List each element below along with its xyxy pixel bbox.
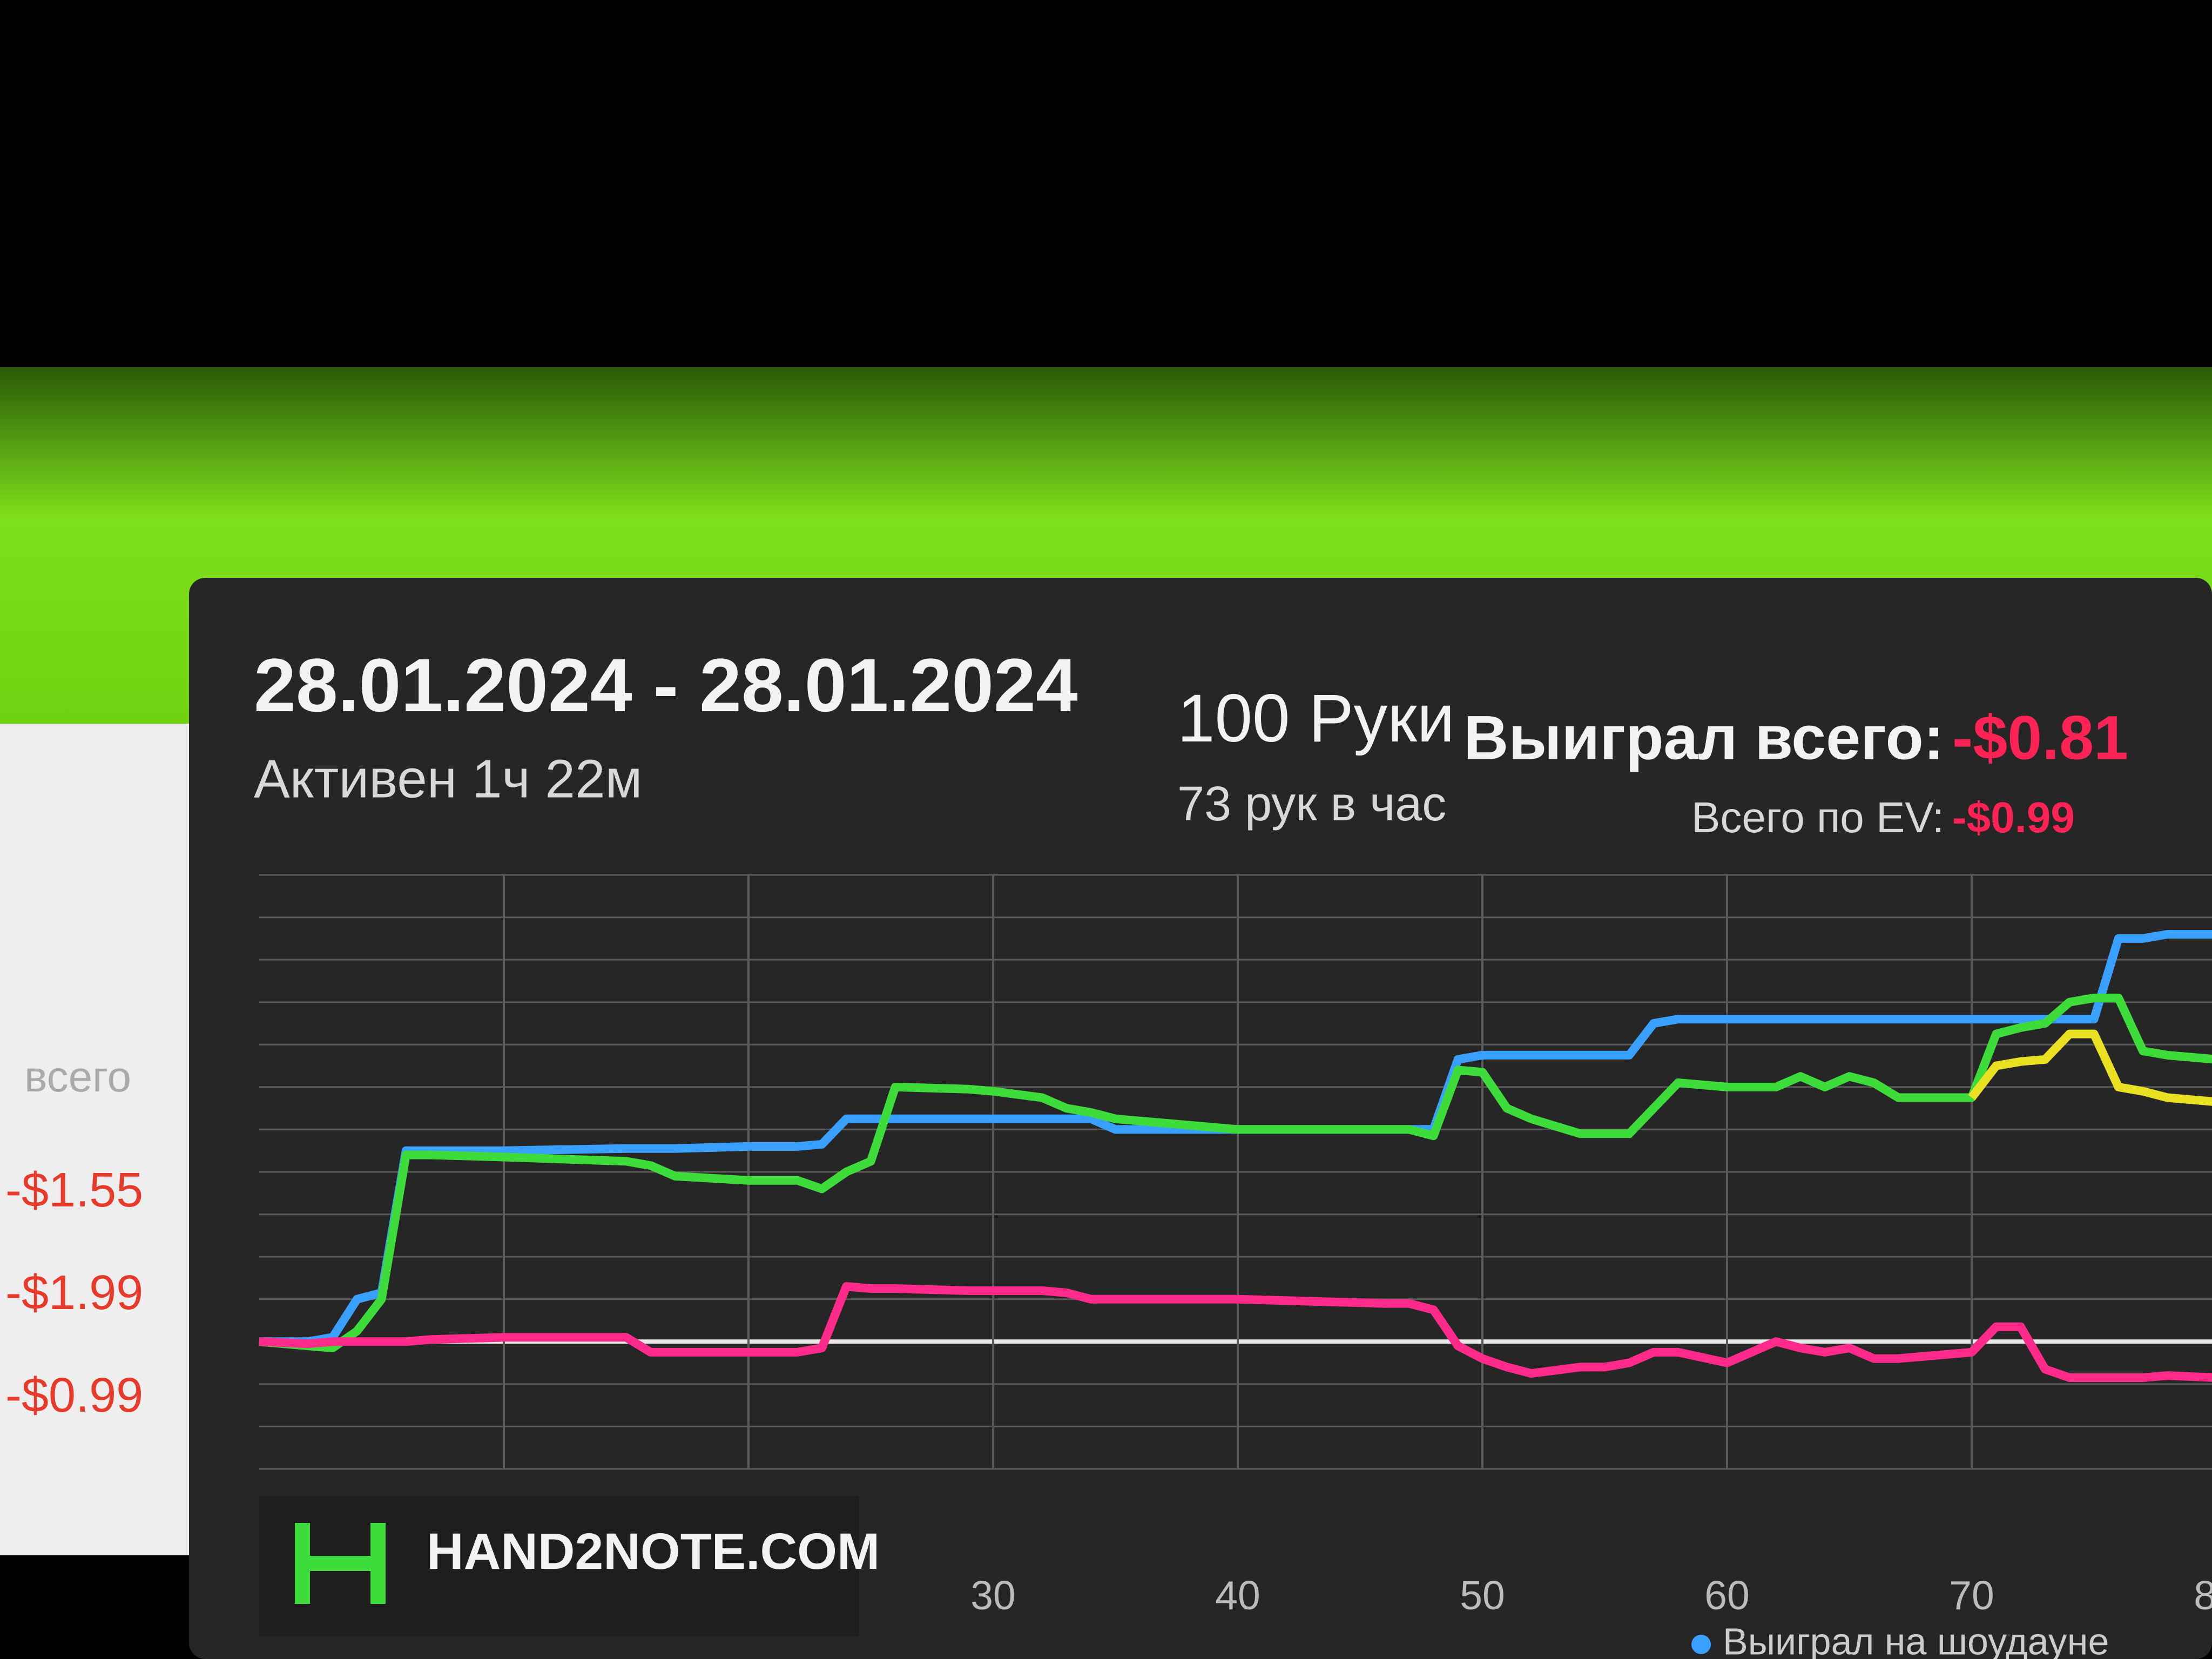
side-panel	[0, 724, 194, 1555]
x-tick-label: 40	[1215, 1573, 1260, 1618]
won-label: Выиграл всего:	[1464, 703, 1944, 772]
plot: 1020304050607080Выиграл на шоудауне	[259, 874, 2212, 1659]
logo-icon	[295, 1523, 386, 1604]
date-range: 28.01.2024 - 28.01.2024	[254, 643, 1078, 727]
ev-label: Всего по EV:	[1691, 793, 1944, 841]
side-value: -$1.55	[5, 1163, 143, 1217]
x-tick-label: 50	[1460, 1573, 1505, 1618]
side-column: всего	[24, 1053, 131, 1101]
side-value: -$0.99	[5, 1368, 143, 1422]
x-tick-label: 60	[1704, 1573, 1749, 1618]
chart-panel	[189, 578, 2212, 1659]
ev-value: -$0.99	[1952, 793, 2075, 841]
hands-per-hour: 73 рук в час	[1177, 777, 1446, 831]
legend-marker	[1691, 1635, 1711, 1654]
series-line	[259, 993, 2212, 1353]
legend-label: Выиграл на шоудауне	[1723, 1620, 2109, 1659]
series-line	[259, 1282, 2212, 1382]
side-value: -$1.99	[5, 1266, 143, 1320]
x-tick-label: 80	[2194, 1573, 2212, 1618]
series-line	[1968, 1029, 2212, 1106]
logo-text: HAND2NOTE.COM	[427, 1523, 880, 1580]
won-value: -$0.81	[1952, 703, 2128, 772]
x-tick-label: 70	[1949, 1573, 1994, 1618]
hands: 100 Руки	[1177, 681, 1455, 756]
active-time: Активен 1ч 22м	[254, 748, 642, 809]
x-tick-label: 30	[970, 1573, 1015, 1618]
